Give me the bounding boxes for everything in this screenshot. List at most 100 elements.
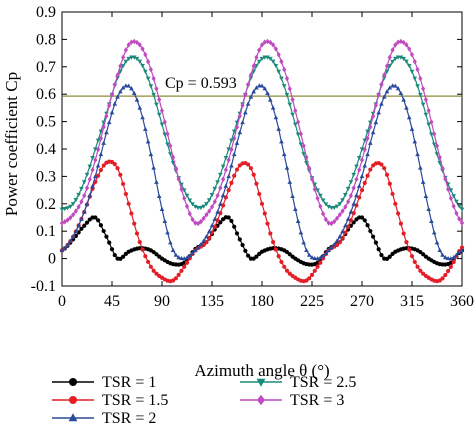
data-point <box>396 39 401 45</box>
data-point <box>443 255 448 260</box>
data-point <box>148 84 154 89</box>
data-point <box>329 220 334 227</box>
data-point <box>232 135 237 142</box>
data-point <box>143 126 148 131</box>
data-point <box>209 204 215 210</box>
data-point <box>312 186 317 193</box>
data-point <box>154 85 159 92</box>
data-point <box>293 206 298 211</box>
data-point <box>168 143 173 149</box>
data-point <box>412 76 418 81</box>
data-point <box>112 162 117 167</box>
y-tick-label: 0.6 <box>36 86 56 103</box>
data-point <box>296 119 301 125</box>
data-point <box>448 264 453 269</box>
data-point <box>204 212 209 218</box>
data-point <box>368 228 373 234</box>
data-point <box>365 129 370 134</box>
data-point <box>301 143 306 149</box>
data-point <box>82 192 87 199</box>
data-point <box>262 86 268 91</box>
data-point <box>62 207 68 212</box>
data-point <box>379 162 384 167</box>
data-point <box>90 155 95 161</box>
data-point <box>395 86 401 91</box>
data-point <box>221 203 226 208</box>
data-point <box>201 204 206 209</box>
data-point <box>218 172 223 178</box>
data-point <box>271 42 276 48</box>
data-point <box>331 205 337 211</box>
data-point <box>393 83 398 88</box>
data-point <box>348 209 354 214</box>
x-axis-label: Azimuth angle θ (°) <box>194 361 329 380</box>
data-point <box>290 112 295 117</box>
data-point <box>182 264 187 269</box>
data-point <box>448 195 453 202</box>
data-point <box>223 167 228 173</box>
data-point <box>151 92 156 98</box>
data-point <box>343 230 348 235</box>
data-point <box>98 129 104 134</box>
data-point <box>279 76 284 81</box>
data-point <box>356 155 362 161</box>
data-point <box>448 256 454 261</box>
data-point <box>265 38 270 45</box>
data-point <box>209 193 215 198</box>
data-point <box>129 211 134 216</box>
data-point <box>373 102 378 109</box>
data-point <box>270 59 276 64</box>
data-point <box>381 94 387 99</box>
data-point <box>370 130 376 135</box>
legend-marker <box>257 394 265 406</box>
data-point <box>337 234 343 239</box>
data-point <box>148 66 153 73</box>
data-point <box>257 47 262 53</box>
data-point <box>98 151 104 157</box>
data-point <box>123 191 128 197</box>
data-point <box>365 223 370 228</box>
data-point <box>229 146 234 153</box>
x-tick-label: 90 <box>154 293 170 310</box>
data-point <box>301 240 306 245</box>
data-point <box>93 157 98 163</box>
data-point <box>404 59 409 64</box>
data-point <box>351 185 356 191</box>
data-point <box>298 142 304 147</box>
data-point <box>215 218 220 223</box>
data-point <box>273 115 279 120</box>
data-point <box>243 91 248 98</box>
data-point <box>68 204 73 209</box>
data-point <box>379 252 384 258</box>
axis-ticks: 0 45 90 135 180 225 270 315 360-0.100.10.20.30.4… <box>31 4 474 310</box>
data-point <box>84 220 90 225</box>
data-point <box>398 90 404 96</box>
data-point <box>409 69 415 74</box>
data-point <box>423 193 429 199</box>
data-point <box>290 193 295 199</box>
data-point <box>79 216 84 221</box>
data-point <box>159 107 165 114</box>
data-point <box>409 126 415 131</box>
data-point <box>140 46 145 52</box>
data-point <box>434 152 440 157</box>
data-point <box>318 260 323 265</box>
data-point <box>226 147 231 152</box>
plot-frame <box>61 11 463 287</box>
data-point <box>446 268 451 274</box>
data-point <box>412 139 418 144</box>
legend-label: TSR = 3 <box>290 392 344 409</box>
data-point <box>440 252 445 257</box>
data-point <box>204 202 209 207</box>
plot-area <box>59 11 465 287</box>
data-point <box>254 54 259 61</box>
data-point <box>143 69 148 74</box>
data-point <box>293 122 298 127</box>
data-point <box>282 66 287 73</box>
data-point <box>340 229 345 234</box>
data-point <box>248 94 254 99</box>
legend-marker <box>256 378 266 387</box>
data-point <box>412 259 417 265</box>
data-point <box>165 142 170 147</box>
data-point <box>157 96 162 103</box>
